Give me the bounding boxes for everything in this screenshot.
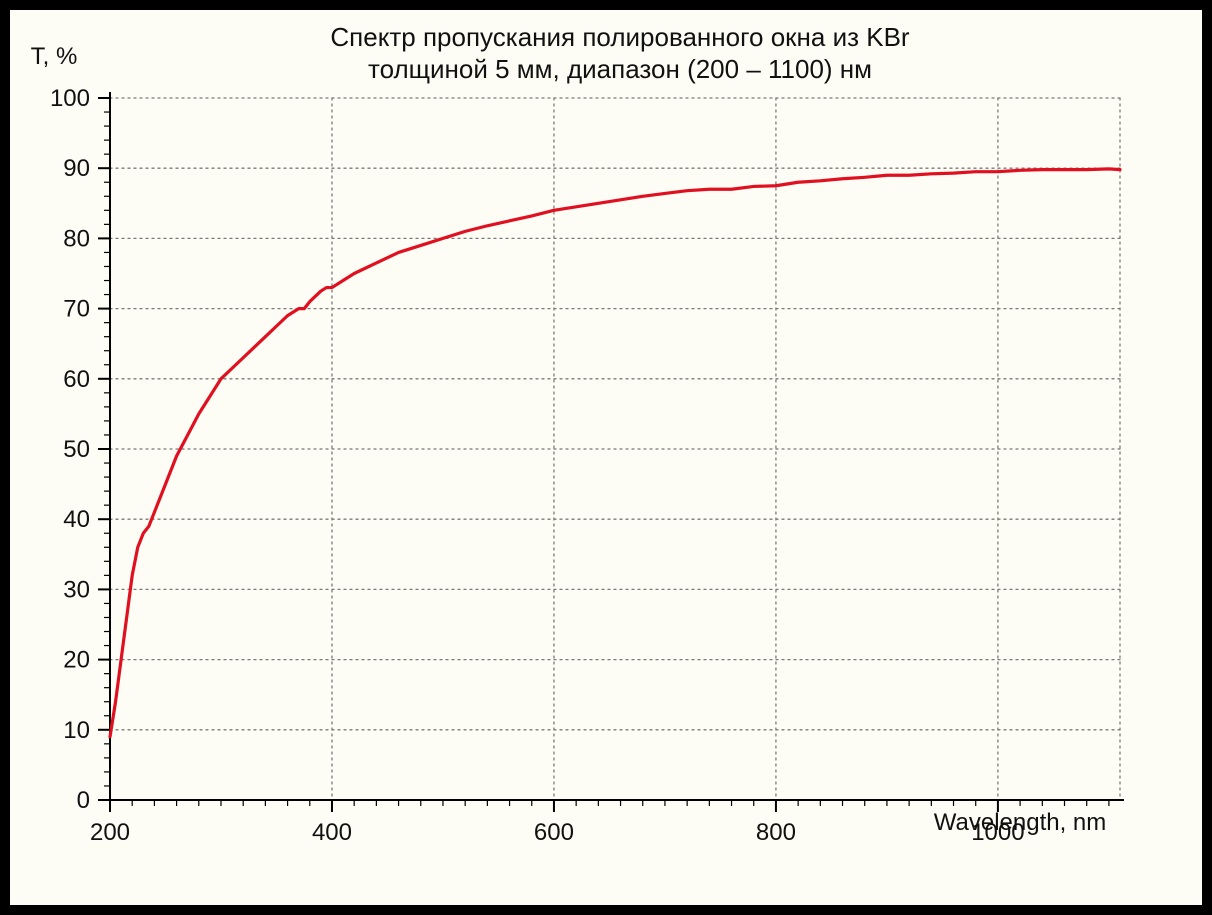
chart-title-line2: толщиной 5 мм, диапазон (200 – 1100) нм (368, 54, 872, 84)
transmission-chart: 01020304050607080901002004006008001000Сп… (10, 10, 1202, 905)
y-tick-label: 60 (63, 366, 90, 393)
y-tick-label: 70 (63, 296, 90, 323)
y-tick-label: 40 (63, 506, 90, 533)
x-tick-label: 400 (312, 819, 352, 846)
x-tick-label: 200 (90, 819, 130, 846)
y-tick-label: 10 (63, 717, 90, 744)
y-tick-label: 80 (63, 225, 90, 252)
chart-title-line1: Спектр пропускания полированного окна из… (330, 22, 910, 52)
y-tick-label: 50 (63, 436, 90, 463)
y-tick-label: 20 (63, 647, 90, 674)
x-axis-title: Wavelength, nm (934, 809, 1107, 836)
y-tick-label: 0 (77, 787, 90, 814)
y-tick-label: 30 (63, 576, 90, 603)
y-tick-label: 90 (63, 155, 90, 182)
chart-frame: 01020304050607080901002004006008001000Сп… (0, 0, 1212, 915)
y-axis-title: T, % (31, 43, 78, 70)
x-tick-label: 800 (756, 819, 796, 846)
y-tick-label: 100 (50, 85, 90, 112)
x-tick-label: 600 (534, 819, 574, 846)
